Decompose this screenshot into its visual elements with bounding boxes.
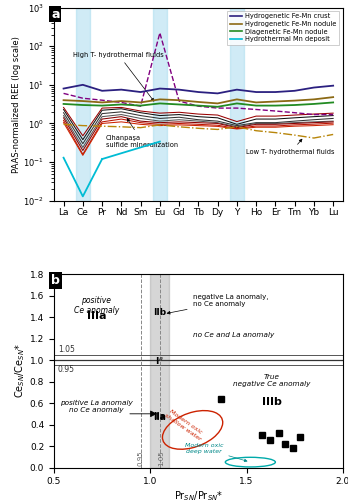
Text: 0.95: 0.95	[58, 365, 75, 374]
Text: 1.05: 1.05	[58, 345, 75, 354]
Text: IIa: IIa	[153, 414, 166, 422]
Text: I$^{a}$: I$^{a}$	[156, 355, 164, 366]
Text: b: b	[51, 274, 60, 287]
Text: 0.95: 0.95	[137, 450, 144, 466]
Text: Cihanpaşa
sulfide mineralization: Cihanpaşa sulfide mineralization	[106, 118, 178, 148]
Text: positive
Ce anomaly: positive Ce anomaly	[74, 296, 119, 315]
Text: IIIa: IIIa	[87, 312, 106, 322]
Text: a: a	[51, 8, 60, 20]
Bar	[230, 8, 244, 201]
Bar	[152, 8, 167, 201]
Text: Low T- hydrothermal fluids: Low T- hydrothermal fluids	[246, 139, 335, 155]
Y-axis label: Ce$_{SN}$/Ce$_{SN}$*: Ce$_{SN}$/Ce$_{SN}$*	[13, 344, 27, 398]
Text: True
negative Ce anomaly: True negative Ce anomaly	[233, 374, 310, 387]
Text: 1.05: 1.05	[158, 450, 164, 466]
Bar	[150, 274, 169, 468]
Text: positive La anomaly
no Ce anomaly: positive La anomaly no Ce anomaly	[60, 400, 133, 412]
Text: negative La anomaly,
no Ce anomaly: negative La anomaly, no Ce anomaly	[167, 294, 268, 314]
Text: IIa: IIa	[153, 412, 166, 421]
Bar	[76, 8, 90, 201]
Text: Modern oxic
shallow water: Modern oxic shallow water	[163, 408, 205, 442]
X-axis label: Pr$_{SN}$/Pr$_{SN}$*: Pr$_{SN}$/Pr$_{SN}$*	[174, 489, 223, 500]
Text: no Ce and La anomaly: no Ce and La anomaly	[192, 332, 274, 338]
Text: IIIb: IIIb	[262, 397, 282, 407]
Y-axis label: PAAS-normalized REE (log scale): PAAS-normalized REE (log scale)	[11, 36, 21, 172]
Text: IIb: IIb	[153, 308, 166, 317]
Text: High T- hydrothermal fluids: High T- hydrothermal fluids	[73, 52, 164, 101]
Text: Modern oxic
deep water: Modern oxic deep water	[185, 443, 247, 462]
Legend: Hydrogenetic Fe-Mn crust, Hydrogenetic Fe-Mn nodule, Diagenetic Fe-Mn nodule, Hy: Hydrogenetic Fe-Mn crust, Hydrogenetic F…	[227, 11, 339, 45]
